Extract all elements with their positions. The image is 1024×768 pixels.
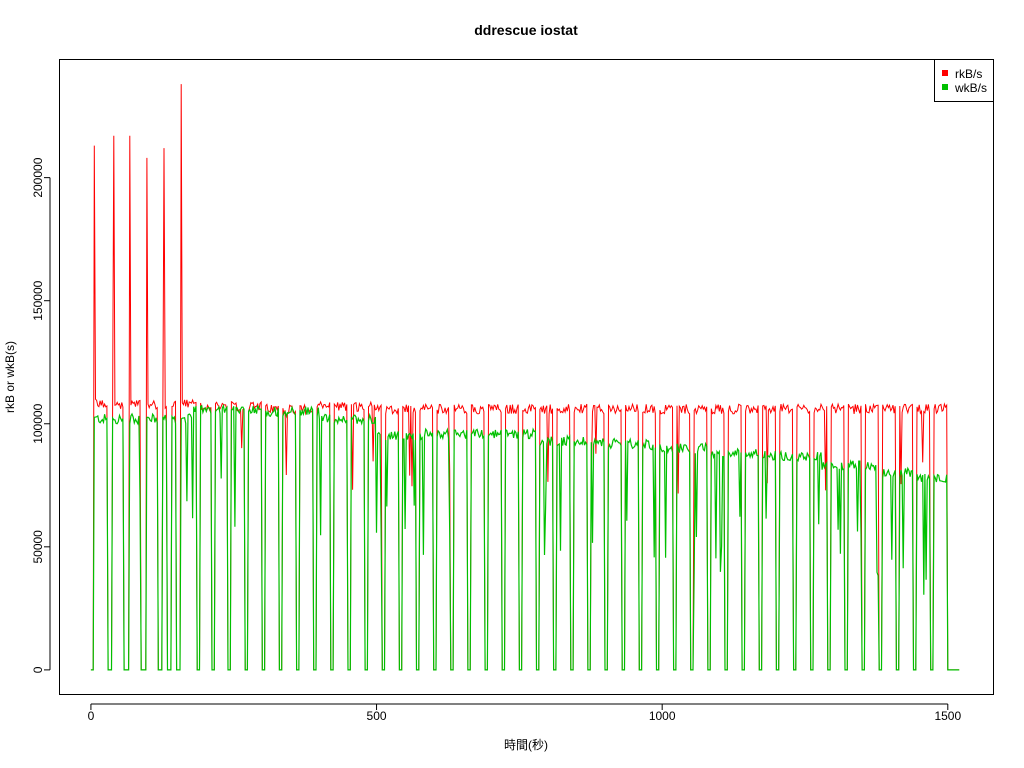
- series-line-wkb: [90, 403, 960, 671]
- y-tick-label: 150000: [31, 280, 45, 320]
- x-axis-label: 時間(秒): [504, 738, 548, 752]
- plot-frame: [59, 59, 994, 695]
- legend-swatch-wkb: [942, 84, 948, 90]
- x-tick-label: 1000: [649, 709, 676, 723]
- y-tick-label: 0: [31, 666, 45, 673]
- y-axis: 0 50000 100000 150000 200000: [31, 157, 51, 673]
- legend-swatch-rkb: [942, 70, 948, 76]
- legend-label-wkb: wkB/s: [954, 81, 987, 95]
- y-tick-label: 100000: [31, 403, 45, 443]
- series-line-rkb: [90, 84, 960, 671]
- y-tick-label: 200000: [31, 157, 45, 197]
- x-tick-label: 500: [367, 709, 387, 723]
- y-axis-label: rkB or wkB(s): [3, 341, 17, 413]
- x-tick-label: 1500: [934, 709, 961, 723]
- legend-label-rkb: rkB/s: [955, 67, 982, 81]
- legend: rkB/s wkB/s: [934, 59, 994, 102]
- legend-box: [934, 59, 994, 102]
- x-axis: 0 500 1000 1500: [88, 703, 961, 723]
- y-tick-label: 50000: [31, 530, 45, 564]
- x-tick-label: 0: [88, 709, 95, 723]
- chart-title: ddrescue iostat: [474, 22, 578, 38]
- series-layer: [90, 84, 960, 671]
